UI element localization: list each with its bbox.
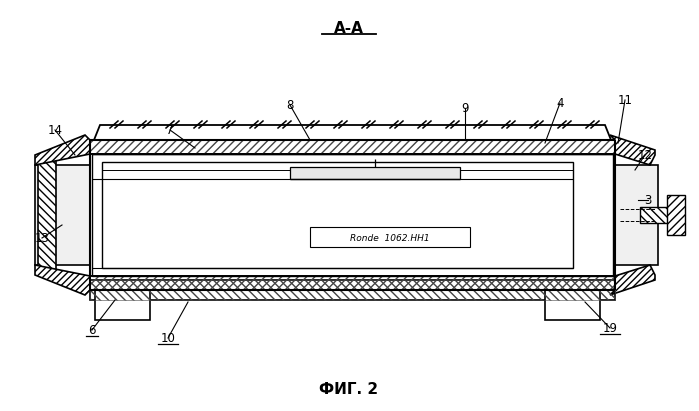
Polygon shape — [90, 125, 615, 150]
Bar — [95, 290, 150, 320]
Text: 7: 7 — [166, 123, 174, 136]
Text: 9: 9 — [461, 102, 469, 115]
Text: ФИГ. 2: ФИГ. 2 — [319, 383, 379, 397]
Bar — [90, 276, 615, 290]
Bar — [35, 165, 90, 265]
Text: 3: 3 — [644, 194, 651, 206]
Text: Ronde  1062.HH1: Ronde 1062.HH1 — [350, 233, 430, 242]
Bar — [545, 290, 600, 320]
Text: 14: 14 — [48, 123, 62, 136]
Text: 11: 11 — [617, 93, 633, 106]
Bar — [38, 155, 56, 275]
Text: 6: 6 — [88, 323, 96, 337]
Bar — [615, 165, 658, 265]
Text: 12: 12 — [637, 148, 652, 162]
Bar — [90, 280, 615, 300]
Bar — [640, 207, 672, 223]
Bar — [90, 140, 615, 154]
Polygon shape — [35, 265, 90, 295]
Polygon shape — [35, 135, 90, 165]
Text: А-А: А-А — [334, 21, 364, 35]
Polygon shape — [610, 135, 655, 165]
Bar — [667, 195, 685, 235]
Bar — [90, 280, 615, 300]
Bar — [90, 140, 615, 154]
Bar — [290, 167, 460, 179]
Text: 4: 4 — [556, 97, 564, 109]
Text: 8: 8 — [287, 99, 294, 111]
Text: 13: 13 — [34, 231, 50, 245]
Text: 10: 10 — [161, 332, 175, 344]
Polygon shape — [610, 265, 655, 295]
Bar — [90, 276, 615, 290]
Bar — [92, 154, 613, 276]
Text: 19: 19 — [603, 321, 617, 335]
Bar — [310, 227, 470, 247]
Bar — [102, 162, 573, 268]
